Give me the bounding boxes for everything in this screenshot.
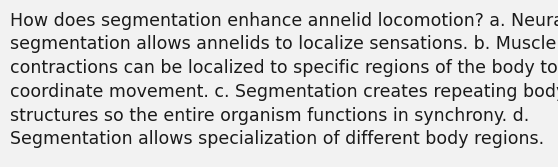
Text: How does segmentation enhance annelid locomotion? a. Neural: How does segmentation enhance annelid lo… [10,12,558,30]
Text: coordinate movement. c. Segmentation creates repeating body: coordinate movement. c. Segmentation cre… [10,83,558,101]
Text: segmentation allows annelids to localize sensations. b. Muscle: segmentation allows annelids to localize… [10,35,556,53]
Text: contractions can be localized to specific regions of the body to: contractions can be localized to specifi… [10,59,558,77]
Text: structures so the entire organism functions in synchrony. d.: structures so the entire organism functi… [10,107,530,125]
Text: Segmentation allows specialization of different body regions.: Segmentation allows specialization of di… [10,130,544,148]
